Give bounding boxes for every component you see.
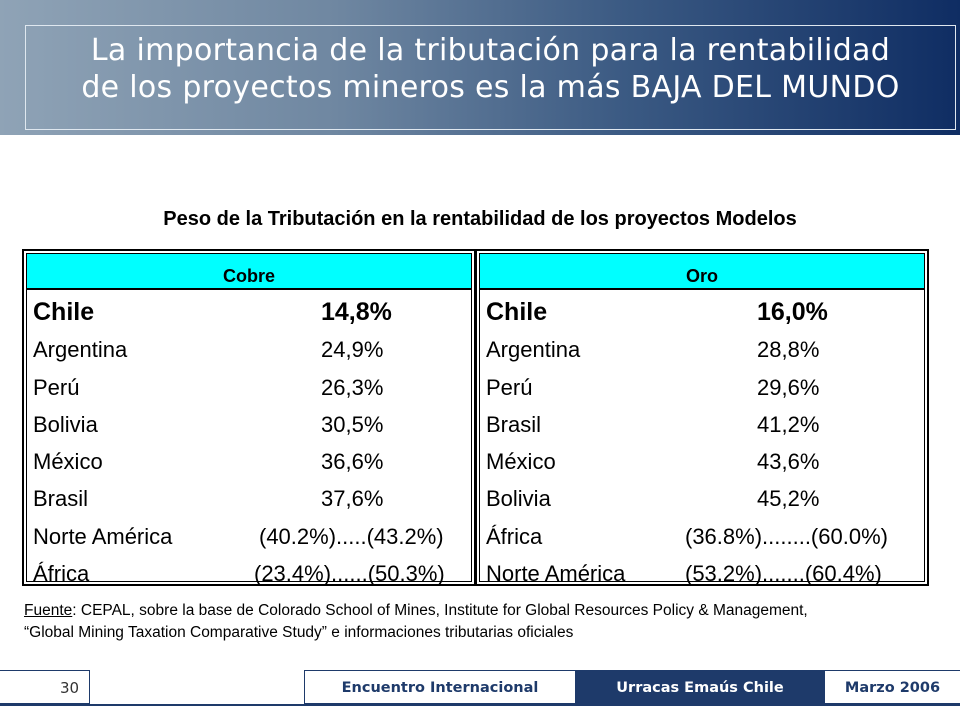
cobre-header: Cobre: [27, 254, 471, 290]
country-name: Perú: [33, 374, 80, 400]
country-name: Argentina: [33, 337, 128, 363]
slide-title: La importancia de la tributación para la…: [25, 32, 956, 106]
footer-organization: Urracas Emaús Chile: [576, 670, 824, 704]
footer-event: Encuentro Internacional: [304, 670, 576, 704]
tax-weight-range: (36.8%)........(60.0%): [685, 523, 888, 549]
oro-header: Oro: [480, 254, 924, 290]
country-name: Perú: [486, 374, 533, 400]
tax-weight-value: 30,5%: [321, 411, 384, 437]
country-name: Chile: [33, 298, 95, 326]
table-row: Norte América (40.2%).....(43.2%): [27, 518, 471, 555]
page-number: 30: [0, 670, 90, 704]
table-row: África (36.8%)........(60.0%): [480, 518, 924, 555]
title-banner: [0, 0, 960, 135]
tax-weight-range: (23.4%)......(50.3%): [254, 561, 445, 587]
oro-rows: Chile 16,0% Argentina 28,8% Perú 29,6% B…: [480, 294, 924, 592]
tax-weight-range: (40.2%).....(43.2%): [259, 523, 444, 549]
tax-weight-value: 16,0%: [757, 298, 828, 326]
table-row: México 43,6%: [480, 443, 924, 480]
table-row: Norte América (53.2%).......(60.4%): [480, 555, 924, 592]
tax-weight-value: 45,2%: [757, 486, 820, 512]
footer-date: Marzo 2006: [824, 670, 960, 704]
tax-weight-value: 14,8%: [321, 298, 392, 326]
table-row: Bolivia 45,2%: [480, 480, 924, 517]
tax-weight-value: 24,9%: [321, 337, 384, 363]
oro-table: Oro Chile 16,0% Argentina 28,8% Perú 29,…: [475, 249, 929, 586]
tax-weight-value: 37,6%: [321, 486, 384, 512]
table-row: Chile 14,8%: [27, 294, 471, 331]
slide-title-line-2: de los proyectos mineros es la más BAJA …: [81, 70, 900, 105]
table-row: Brasil 37,6%: [27, 480, 471, 517]
country-name: México: [33, 449, 103, 475]
table-row: África (23.4%)......(50.3%): [27, 555, 471, 592]
country-name: África: [33, 561, 90, 587]
country-name: Brasil: [486, 411, 542, 437]
country-name: Chile: [486, 298, 548, 326]
cobre-table: Cobre Chile 14,8% Argentina 24,9% Perú 2…: [22, 249, 476, 586]
source-label: Fuente: [24, 602, 73, 619]
tax-weight-value: 36,6%: [321, 449, 384, 475]
table-row: Argentina 24,9%: [27, 331, 471, 368]
title-frame: [25, 25, 956, 130]
table-title: Peso de la Tributación en la rentabilida…: [163, 208, 797, 230]
tax-weight-value: 29,6%: [757, 374, 820, 400]
cobre-rows: Chile 14,8% Argentina 24,9% Perú 26,3% B…: [27, 294, 471, 592]
table-row: Chile 16,0%: [480, 294, 924, 331]
country-name: Bolivia: [486, 486, 551, 512]
country-name: África: [486, 523, 543, 549]
country-name: Bolivia: [33, 411, 98, 437]
tax-weight-value: 26,3%: [321, 374, 384, 400]
footer-rule: [0, 704, 960, 706]
country-name: Norte América: [33, 523, 173, 549]
source-line-2: “Global Mining Taxation Comparative Stud…: [24, 624, 574, 641]
cobre-table-inner: Cobre Chile 14,8% Argentina 24,9% Perú 2…: [26, 253, 472, 586]
country-name: Norte América: [486, 561, 626, 587]
table-row: Brasil 41,2%: [480, 406, 924, 443]
tax-weight-value: 28,8%: [757, 337, 820, 363]
oro-table-inner: Oro Chile 16,0% Argentina 28,8% Perú 29,…: [479, 253, 925, 586]
table-row: Argentina 28,8%: [480, 331, 924, 368]
tax-weight-value: 41,2%: [757, 411, 820, 437]
country-name: México: [486, 449, 556, 475]
source-note: Fuente: CEPAL, sobre la base de Colorado…: [24, 600, 944, 644]
slide-title-line-1: La importancia de la tributación para la…: [90, 33, 891, 68]
tax-weight-range: (53.2%).......(60.4%): [685, 561, 882, 587]
country-name: Argentina: [486, 337, 581, 363]
source-text: : CEPAL, sobre la base de Colorado Schoo…: [72, 602, 808, 619]
table-row: Perú 29,6%: [480, 369, 924, 406]
table-row: México 36,6%: [27, 443, 471, 480]
country-name: Brasil: [33, 486, 89, 512]
table-row: Bolivia 30,5%: [27, 406, 471, 443]
table-row: Perú 26,3%: [27, 369, 471, 406]
tax-weight-value: 43,6%: [757, 449, 820, 475]
source-line-1: Fuente: CEPAL, sobre la base de Colorado…: [24, 600, 944, 622]
